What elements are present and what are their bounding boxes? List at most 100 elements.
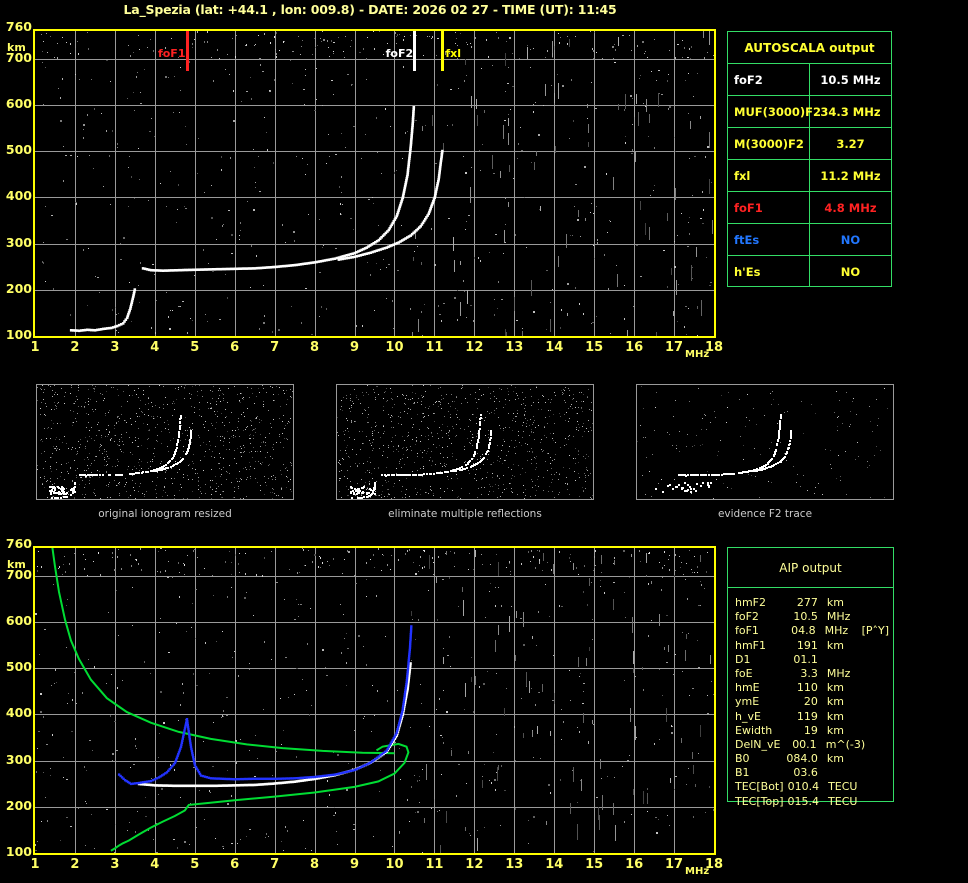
grid-line-vertical bbox=[474, 548, 475, 853]
x-axis-tick-7: 7 bbox=[270, 857, 280, 872]
autoscala-value-fxl: 11.2 MHz bbox=[809, 159, 891, 192]
grid-line-vertical bbox=[554, 31, 555, 336]
x-axis-tick-18: 18 bbox=[704, 857, 724, 872]
autoscala-key-muf3000f2: MUF(3000)F2 bbox=[728, 95, 821, 128]
marker-line-foF2 bbox=[413, 31, 417, 71]
x-axis-tick-6: 6 bbox=[230, 340, 240, 355]
grid-line-vertical bbox=[434, 31, 435, 336]
grid-line-vertical bbox=[75, 548, 76, 853]
aip-row: hmF2 277 km bbox=[735, 596, 889, 610]
y-axis-tick-700: 700 bbox=[5, 566, 32, 582]
x-axis-tick-11: 11 bbox=[425, 857, 444, 872]
grid-line-vertical bbox=[594, 31, 595, 336]
x-axis-tick-9: 9 bbox=[349, 340, 360, 355]
autoscala-value-fof1: 4.8 MHz bbox=[809, 191, 891, 224]
aip-key-foe: foE bbox=[735, 666, 753, 680]
aip-unit-hve: km bbox=[826, 709, 844, 723]
ionogram-noise bbox=[35, 31, 714, 336]
autoscala-key-ftes: ftEs bbox=[728, 223, 810, 256]
top-ionogram-plot[interactable] bbox=[33, 29, 716, 338]
aip-key-ewidth: Ewidth bbox=[735, 723, 773, 737]
aip-value-d1: 01.1 bbox=[793, 652, 818, 666]
scaled-trace-points bbox=[117, 625, 413, 786]
autoscala-row: M(3000)F2 3.27 bbox=[728, 127, 891, 160]
y-axis-tick-200: 200 bbox=[5, 280, 32, 296]
thumbnail-original-ionogram[interactable] bbox=[36, 384, 294, 500]
autoscala-title: AUTOSCALA output bbox=[728, 32, 891, 64]
x-axis-tick-8: 8 bbox=[310, 340, 320, 355]
measured-trace-points bbox=[141, 106, 416, 272]
aip-extra-yme bbox=[865, 695, 889, 709]
aip-unit-ewidth: km bbox=[826, 723, 844, 737]
grid-line-horizontal bbox=[35, 668, 714, 669]
marker-label-foF1: foF1 bbox=[157, 47, 186, 60]
marker-label-foF2: foF2 bbox=[385, 47, 414, 60]
thumbnail-eliminate-multiple-reflections[interactable] bbox=[336, 384, 594, 500]
aip-unit-hmf2: km bbox=[826, 596, 844, 609]
x-axis-tick-17: 17 bbox=[665, 340, 684, 355]
x-axis-tick-12: 12 bbox=[465, 857, 484, 872]
measured-trace-points bbox=[69, 288, 137, 333]
grid-line-vertical bbox=[394, 31, 395, 336]
grid-line-vertical bbox=[514, 548, 515, 853]
x-axis-tick-10: 10 bbox=[385, 340, 404, 355]
bottom-ionogram-plot[interactable] bbox=[33, 546, 716, 855]
autoscala-table: AUTOSCALA output foF2 10.5 MHz MUF(3000)F2 3… bbox=[728, 32, 891, 287]
aip-row: Ewidth 19 km bbox=[735, 724, 889, 738]
grid-line-vertical bbox=[75, 31, 76, 336]
top-ionogram-traces bbox=[69, 106, 444, 333]
aip-row: TEC[Top] 015.4 TECU bbox=[735, 795, 889, 809]
measured-trace-points bbox=[137, 662, 412, 788]
grid-line-vertical bbox=[235, 548, 236, 853]
x-axis-tick-7: 7 bbox=[270, 340, 280, 355]
y-axis-tick-600: 600 bbox=[5, 95, 32, 111]
aip-extra-hmf1 bbox=[865, 639, 889, 653]
aip-key-hme: hmE bbox=[735, 681, 760, 695]
x-axis-tick-14: 14 bbox=[545, 340, 564, 355]
x-axis-tick-14: 14 bbox=[545, 857, 564, 872]
aip-value-hmf2: 277 bbox=[796, 596, 818, 609]
aip-value-ewidth: 19 bbox=[803, 723, 818, 737]
aip-extra-b0 bbox=[865, 752, 889, 766]
aip-title: AIP output bbox=[728, 548, 893, 588]
thumbnail-caption-eliminate-multiple-reflections: eliminate multiple reflections bbox=[388, 508, 542, 520]
aip-unit-foe: MHz bbox=[826, 666, 851, 680]
aip-extra-d1 bbox=[865, 653, 889, 667]
aip-value-fof2: 10.5 bbox=[793, 610, 818, 624]
x-axis-tick-3: 3 bbox=[110, 340, 120, 355]
x-axis-tick-5: 5 bbox=[190, 857, 200, 872]
aip-output-table: AIP output hmF2 277 km foF2 10.5 MHz foF1 04.8 M… bbox=[727, 547, 894, 808]
y-axis-tick-200: 200 bbox=[5, 797, 32, 813]
y-axis-unit-label: km bbox=[7, 41, 26, 54]
y-axis-tick-300: 300 bbox=[5, 751, 32, 767]
x-axis-tick-12: 12 bbox=[465, 340, 484, 355]
aip-unit-d1 bbox=[827, 653, 865, 667]
marker-label-fxl: fxl bbox=[445, 47, 462, 60]
aip-value-b1: 03.6 bbox=[793, 766, 818, 780]
grid-line-horizontal bbox=[35, 576, 714, 577]
marker-line-foF1 bbox=[185, 31, 189, 71]
grid-line-horizontal bbox=[35, 105, 714, 106]
aip-key-fof1: foF1 bbox=[735, 624, 759, 638]
aip-row: foF2 10.5 MHz bbox=[735, 610, 889, 624]
autoscala-row: foF1 4.8 MHz bbox=[728, 191, 891, 224]
autoscala-row: MUF(3000)F2 34.3 MHz bbox=[728, 95, 891, 128]
page-title: La_Spezia (lat: +44.1 , lon: 009.8) - DA… bbox=[123, 2, 617, 17]
model-profile-curve bbox=[51, 548, 395, 755]
x-axis-tick-2: 2 bbox=[70, 340, 80, 355]
thumbnail-evidence-f2-trace[interactable] bbox=[636, 384, 894, 500]
y-axis-tick-300: 300 bbox=[5, 234, 32, 250]
aip-unit-fof1: MHz bbox=[824, 624, 849, 638]
aip-extra-foe bbox=[865, 667, 889, 681]
grid-line-vertical bbox=[674, 31, 675, 336]
aip-key-delnve: DelN_vE bbox=[735, 737, 781, 751]
aip-value-hmf1: 191 bbox=[796, 638, 818, 652]
aip-value-b0: 084.0 bbox=[786, 752, 818, 766]
x-axis-tick-1: 1 bbox=[30, 340, 40, 355]
thumbnail-caption-original-ionogram: original ionogram resized bbox=[98, 508, 232, 520]
grid-line-vertical bbox=[275, 548, 276, 853]
x-axis-tick-4: 4 bbox=[150, 857, 160, 872]
x-axis-tick-18: 18 bbox=[704, 340, 724, 355]
grid-line-vertical bbox=[195, 548, 196, 853]
grid-line-vertical bbox=[514, 31, 515, 336]
